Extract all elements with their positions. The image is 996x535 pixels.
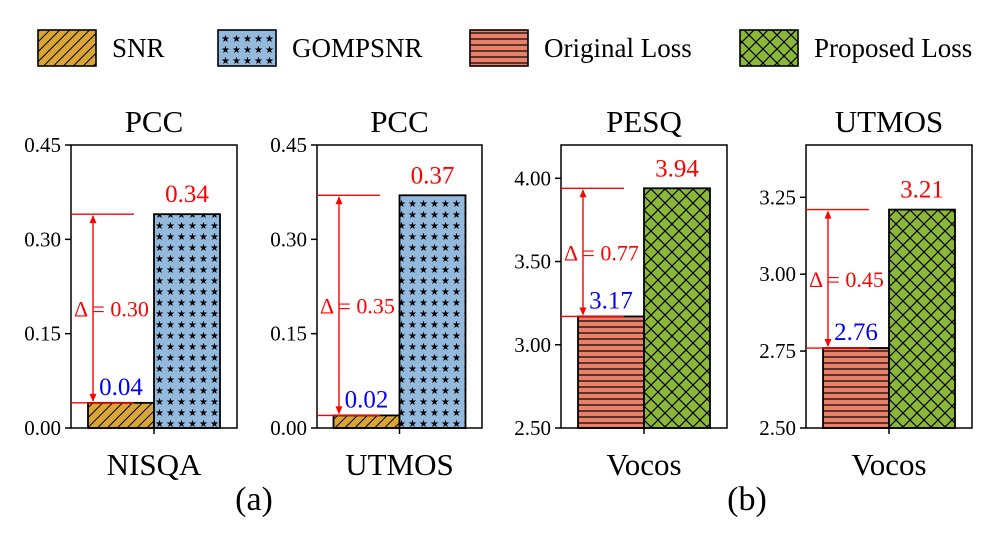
delta-arrowhead-up bbox=[579, 189, 587, 198]
chart-title: PCC bbox=[125, 104, 184, 139]
y-tick-label: 3.50 bbox=[514, 250, 551, 274]
chart-panel-pcc-nisqa: PCC 0.00 0.15 0.30 0.45 NISQA 0.04 0.34 Δ = 0.30 bbox=[24, 104, 238, 482]
legend-item-original-loss: Original Loss bbox=[469, 29, 692, 67]
x-axis-label: NISQA bbox=[107, 447, 202, 482]
y-tick-label: 3.00 bbox=[514, 333, 551, 357]
y-tick-label: 3.00 bbox=[759, 262, 796, 286]
bar-original-loss bbox=[822, 347, 890, 429]
panel-label-a: (a) bbox=[235, 481, 273, 518]
y-tick-label: 0.45 bbox=[24, 133, 61, 157]
y-tick-label: 4.00 bbox=[514, 166, 551, 190]
chart-panel-pcc-utmos: PCC 0.00 0.15 0.30 0.45 UTMOS 0.02 0.37 Δ = 0.35 bbox=[270, 104, 483, 482]
delta-arrowhead-up bbox=[89, 215, 97, 224]
data-label-low: 3.17 bbox=[589, 287, 633, 314]
x-axis-label: Vocos bbox=[851, 447, 926, 482]
y-tick-label: 0.30 bbox=[270, 227, 307, 251]
delta-arrowhead-up bbox=[824, 210, 832, 219]
legend-label-proposed-loss: Proposed Loss bbox=[814, 33, 972, 63]
legend: SNR GOMPSNR Original Loss Proposed Loss bbox=[37, 29, 972, 67]
x-axis-label: Vocos bbox=[606, 447, 681, 482]
data-label-high: 3.21 bbox=[900, 177, 944, 204]
legend-label-gompsnr: GOMPSNR bbox=[292, 33, 423, 63]
chart-panel-utmos-vocos: UTMOS 2.50 2.75 3.00 3.25 Vocos 2.76 3.21 Δ = 0.… bbox=[759, 104, 973, 482]
chart-title: UTMOS bbox=[835, 104, 944, 139]
y-tick-label: 0.00 bbox=[270, 416, 307, 440]
y-tick-label: 0.15 bbox=[270, 322, 307, 346]
legend-item-snr: SNR bbox=[37, 29, 165, 67]
legend-swatch-original-loss bbox=[469, 29, 529, 67]
data-label-high: 0.34 bbox=[165, 181, 209, 208]
data-label-low: 0.04 bbox=[99, 374, 143, 401]
chart-panel-pesq-vocos: PESQ 2.50 3.00 3.50 4.00 Vocos 3.17 3.94 Δ = 0.7… bbox=[514, 104, 728, 482]
legend-swatch-proposed-loss bbox=[739, 29, 799, 67]
bar-gompsnr bbox=[398, 194, 467, 429]
data-label-low: 0.02 bbox=[345, 386, 389, 413]
y-tick-label: 0.00 bbox=[24, 416, 61, 440]
delta-label: Δ = 0.35 bbox=[320, 293, 395, 318]
bar-snr bbox=[332, 414, 401, 429]
chart-title: PESQ bbox=[606, 104, 682, 139]
legend-label-snr: SNR bbox=[112, 33, 165, 63]
x-axis-label: UTMOS bbox=[345, 447, 454, 482]
legend-swatch-gompsnr bbox=[217, 29, 277, 67]
bar-snr bbox=[87, 401, 155, 429]
bar-proposed-loss bbox=[888, 208, 956, 429]
delta-arrowhead-up bbox=[335, 196, 343, 205]
bar-proposed-loss bbox=[643, 187, 711, 429]
delta-label: Δ = 0.45 bbox=[809, 267, 884, 292]
panel-label-b: (b) bbox=[727, 481, 767, 518]
y-tick-label: 2.75 bbox=[759, 339, 796, 363]
bar-gompsnr bbox=[153, 213, 221, 429]
delta-arrowhead-down bbox=[89, 393, 97, 402]
legend-swatch-snr bbox=[37, 29, 97, 67]
delta-label: Δ = 0.30 bbox=[74, 297, 149, 322]
chart-title: PCC bbox=[370, 104, 429, 139]
delta-arrowhead-down bbox=[579, 307, 587, 316]
delta-arrowhead-down bbox=[335, 406, 343, 415]
y-tick-label: 0.45 bbox=[270, 133, 307, 157]
delta-label: Δ = 0.77 bbox=[564, 240, 639, 265]
legend-item-gompsnr: GOMPSNR bbox=[217, 29, 423, 67]
data-label-high: 3.94 bbox=[655, 155, 699, 182]
data-label-low: 2.76 bbox=[834, 319, 878, 346]
bar-original-loss bbox=[577, 315, 645, 429]
legend-label-original-loss: Original Loss bbox=[544, 33, 692, 63]
legend-item-proposed-loss: Proposed Loss bbox=[739, 29, 972, 67]
y-tick-label: 2.50 bbox=[759, 416, 796, 440]
y-tick-label: 3.25 bbox=[759, 185, 796, 209]
y-tick-label: 0.30 bbox=[24, 227, 61, 251]
y-tick-label: 0.15 bbox=[24, 322, 61, 346]
y-tick-label: 2.50 bbox=[514, 416, 551, 440]
delta-arrowhead-down bbox=[824, 339, 832, 348]
data-label-high: 0.37 bbox=[411, 162, 455, 189]
